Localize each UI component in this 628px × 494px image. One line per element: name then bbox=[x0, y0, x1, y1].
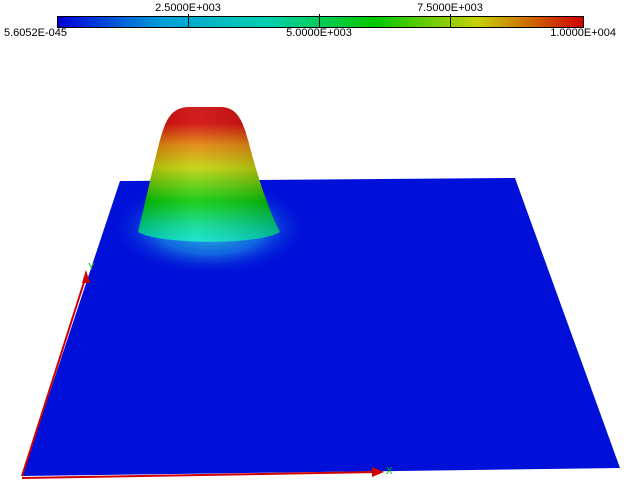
3d-viewport[interactable]: Y X bbox=[0, 44, 628, 494]
surface-plot: Y X bbox=[21, 107, 620, 479]
color-legend: 2.5000E+003 7.5000E+003 5.6052E-045 5.00… bbox=[0, 0, 628, 44]
x-axis-label: X bbox=[386, 466, 393, 477]
legend-tick bbox=[319, 14, 320, 28]
legend-label-7500: 7.5000E+003 bbox=[417, 2, 483, 14]
peak-shading bbox=[138, 107, 280, 242]
legend-label-2500: 2.5000E+003 bbox=[155, 2, 221, 14]
legend-tick bbox=[188, 14, 189, 28]
y-axis-label: Y bbox=[88, 262, 95, 273]
legend-label-min: 5.6052E-045 bbox=[4, 27, 67, 39]
legend-label-5000: 5.0000E+003 bbox=[286, 27, 352, 39]
legend-label-max: 1.0000E+004 bbox=[550, 27, 616, 39]
legend-tick bbox=[450, 14, 451, 28]
axes-triad bbox=[21, 270, 384, 479]
